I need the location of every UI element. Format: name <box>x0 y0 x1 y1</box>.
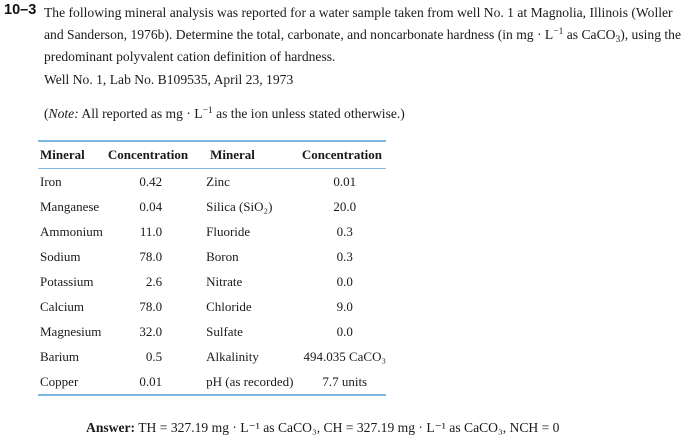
mineral-cell: Calcium <box>40 298 85 314</box>
table-row: Iron 0.42 Zinc 0.01 <box>38 169 386 194</box>
concentration-cell: 0.01 <box>139 373 163 389</box>
concentration-cell: 20.0 <box>333 198 357 214</box>
mineral-cell: Iron <box>40 173 62 189</box>
answer-label: Answer: <box>86 420 136 435</box>
concentration-cell: 2.6 <box>145 273 163 289</box>
mineral-cell: pH (as recorded) <box>206 373 294 389</box>
table-row: Potassium 2.6 Nitrate 0.0 <box>38 269 386 294</box>
concentration-cell: 9.0 <box>336 298 353 314</box>
table-top-rule <box>38 140 386 142</box>
concentration-cell: 0.42 <box>139 173 163 189</box>
well-info: Well No. 1, Lab No. B109535, April 23, 1… <box>44 72 294 87</box>
header-concentration: Concentration <box>107 147 189 162</box>
table-row: Sodium 78.0 Boron 0.3 <box>38 244 386 269</box>
problem-number: 10–3 <box>4 2 37 18</box>
header-mineral-2: Mineral <box>210 147 255 162</box>
header-concentration-2: Concentration <box>301 147 382 162</box>
concentration-cell: 0.3 <box>336 223 353 239</box>
concentration-cell: 0.01 <box>333 173 357 189</box>
answer-text: TH = 327.19 mg · L⁻¹ as CaCO₃, CH = 327.… <box>138 420 560 435</box>
problem-statement: The following mineral analysis was repor… <box>44 5 681 64</box>
table-row: Ammonium 11.0 Fluoride 0.3 <box>38 219 386 244</box>
mineral-cell: Boron <box>206 248 239 264</box>
mineral-cell: Barium <box>40 348 79 364</box>
mineral-cell: Alkalinity <box>206 348 259 364</box>
mineral-cell: Copper <box>40 373 79 389</box>
table-row: Calcium 78.0 Chloride 9.0 <box>38 294 386 319</box>
concentration-cell: 11.0 <box>139 223 163 239</box>
mineral-cell: Potassium <box>40 273 94 289</box>
concentration-cell: 494.035 CaCO₃ <box>303 348 386 364</box>
mineral-cell: Chloride <box>206 298 252 314</box>
concentration-cell: 0.3 <box>336 248 353 264</box>
mineral-cell: Silica (SiO₂) <box>206 198 273 214</box>
answer-line: Answer: TH = 327.19 mg · L⁻¹ as CaCO₃, C… <box>86 420 559 436</box>
table-header-rule <box>38 168 386 169</box>
mineral-table: Mineral Concentration Mineral Concentrat… <box>38 140 386 396</box>
concentration-cell: 7.7 units <box>322 373 368 389</box>
concentration-cell: 0.5 <box>145 348 163 364</box>
mineral-cell: Sodium <box>40 248 81 264</box>
mineral-cell: Fluoride <box>206 223 251 239</box>
table-bottom-rule <box>38 394 386 396</box>
mineral-cell: Zinc <box>206 173 230 189</box>
note: (Note: All reported as mg · L−1 as the i… <box>44 106 405 121</box>
concentration-cell: 0.0 <box>336 273 353 289</box>
table-row: Magnesium 32.0 Sulfate 0.0 <box>38 319 386 344</box>
mineral-cell: Nitrate <box>206 273 243 289</box>
table-row: Copper 0.01 pH (as recorded) 7.7 units <box>38 369 386 394</box>
table-row: Manganese 0.04 Silica (SiO₂) 20.0 <box>38 194 386 219</box>
mineral-cell: Magnesium <box>40 323 102 339</box>
header-mineral: Mineral <box>40 147 85 162</box>
table-header-row: Mineral Concentration Mineral Concentrat… <box>38 142 386 168</box>
concentration-cell: 78.0 <box>139 248 163 264</box>
concentration-cell: 78.0 <box>139 298 163 314</box>
concentration-cell: 32.0 <box>139 323 163 339</box>
table-row: Barium 0.5 Alkalinity 494.035 CaCO₃ <box>38 344 386 369</box>
concentration-cell: 0.0 <box>336 323 353 339</box>
mineral-cell: Ammonium <box>40 223 103 239</box>
mineral-cell: Sulfate <box>206 323 243 339</box>
mineral-cell: Manganese <box>40 198 100 214</box>
concentration-cell: 0.04 <box>139 198 163 214</box>
